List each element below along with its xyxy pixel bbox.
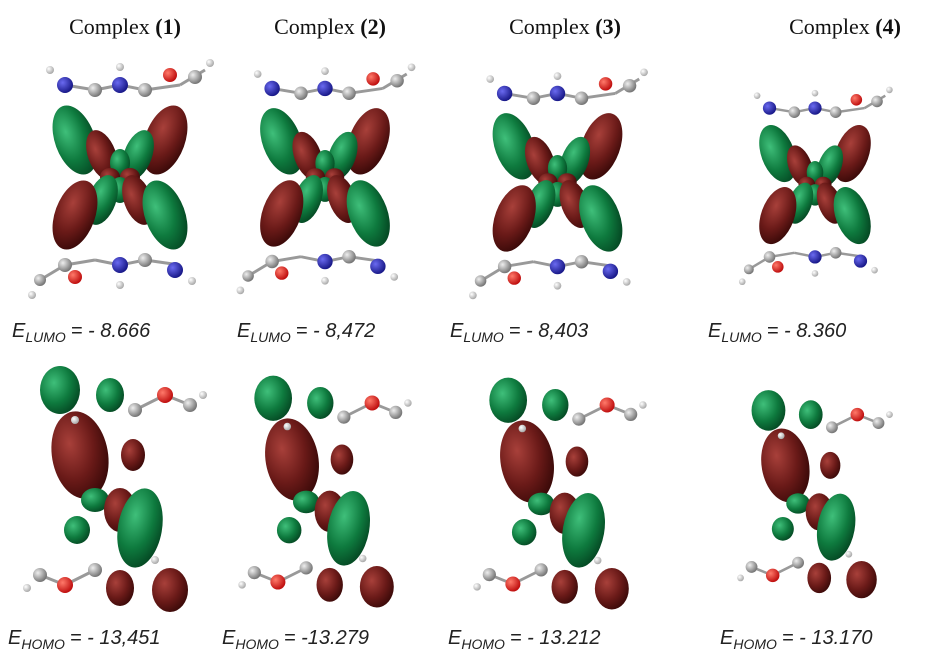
complex-title: Complex (3) xyxy=(509,14,621,39)
lumo-energy: ELUMO = - 8.666 xyxy=(12,320,151,345)
column-2: Complex (2) ELUMO= - 8,472 EHOMO= -13.27… xyxy=(222,14,415,652)
title-word: Complex xyxy=(69,14,150,39)
lumo-orbital xyxy=(237,63,416,294)
homo-orbital xyxy=(23,366,207,612)
homo-orbital xyxy=(473,378,646,610)
energy-symbol: E xyxy=(12,320,26,342)
figure: Complex (1) ELUMO= - 8.666 EHOMO= - 13,4… xyxy=(0,0,945,652)
energy-subscript: LUMO xyxy=(25,329,66,345)
energy-symbol: E xyxy=(237,320,251,342)
energy-subscript: HOMO xyxy=(21,636,65,652)
energy-value: = -13.279 xyxy=(284,627,369,649)
title-word: Complex xyxy=(274,14,355,39)
homo-orbital xyxy=(737,390,893,598)
homo-orbital xyxy=(238,376,411,608)
energy-value: = - 8.666 xyxy=(71,320,151,342)
lumo-orbital xyxy=(739,87,893,285)
homo-energy: EHOMO = - 13.170 xyxy=(720,627,873,652)
title-number: (1) xyxy=(155,14,181,39)
energy-symbol: E xyxy=(708,320,722,342)
lumo-energy: ELUMO = - 8,403 xyxy=(450,320,588,345)
energy-subscript: HOMO xyxy=(733,636,777,652)
lumo-orbital xyxy=(28,59,214,299)
energy-subscript: HOMO xyxy=(461,636,505,652)
energy-symbol: E xyxy=(222,627,236,649)
complex-title: Complex (1) xyxy=(69,14,181,39)
lumo-energy: ELUMO = - 8,472 xyxy=(237,320,375,345)
title-number: (2) xyxy=(360,14,386,39)
energy-subscript: HOMO xyxy=(235,636,279,652)
lumo-orbital xyxy=(469,68,648,299)
column-4: Complex (4) ELUMO= - 8.360 EHOMO= - 13.1… xyxy=(708,14,901,652)
energy-value: = - 13.170 xyxy=(782,627,873,649)
lumo-energy: ELUMO = - 8.360 xyxy=(708,320,846,345)
energy-symbol: E xyxy=(720,627,734,649)
energy-subscript: LUMO xyxy=(250,329,291,345)
column-1: Complex (1) ELUMO= - 8.666 EHOMO= - 13,4… xyxy=(8,14,214,652)
energy-value: = - 13.212 xyxy=(510,627,601,649)
column-3: Complex (3) ELUMO= - 8,403 EHOMO= - 13.2… xyxy=(448,14,648,652)
title-number: (4) xyxy=(875,14,901,39)
homo-energy: EHOMO = - 13,451 xyxy=(8,627,161,652)
energy-value: = - 13,451 xyxy=(70,627,161,649)
energy-value: = - 8,403 xyxy=(509,320,589,342)
energy-value: = - 8.360 xyxy=(767,320,847,342)
complex-title: Complex (4) xyxy=(789,14,901,39)
title-number: (3) xyxy=(595,14,621,39)
energy-symbol: E xyxy=(450,320,464,342)
title-word: Complex xyxy=(789,14,870,39)
title-word: Complex xyxy=(509,14,590,39)
energy-value: = - 8,472 xyxy=(296,320,376,342)
homo-energy: EHOMO = - 13.212 xyxy=(448,627,601,652)
energy-subscript: LUMO xyxy=(463,329,504,345)
energy-subscript: LUMO xyxy=(721,329,762,345)
energy-symbol: E xyxy=(448,627,462,649)
complex-title: Complex (2) xyxy=(274,14,386,39)
homo-energy: EHOMO = -13.279 xyxy=(222,627,369,652)
energy-symbol: E xyxy=(8,627,22,649)
